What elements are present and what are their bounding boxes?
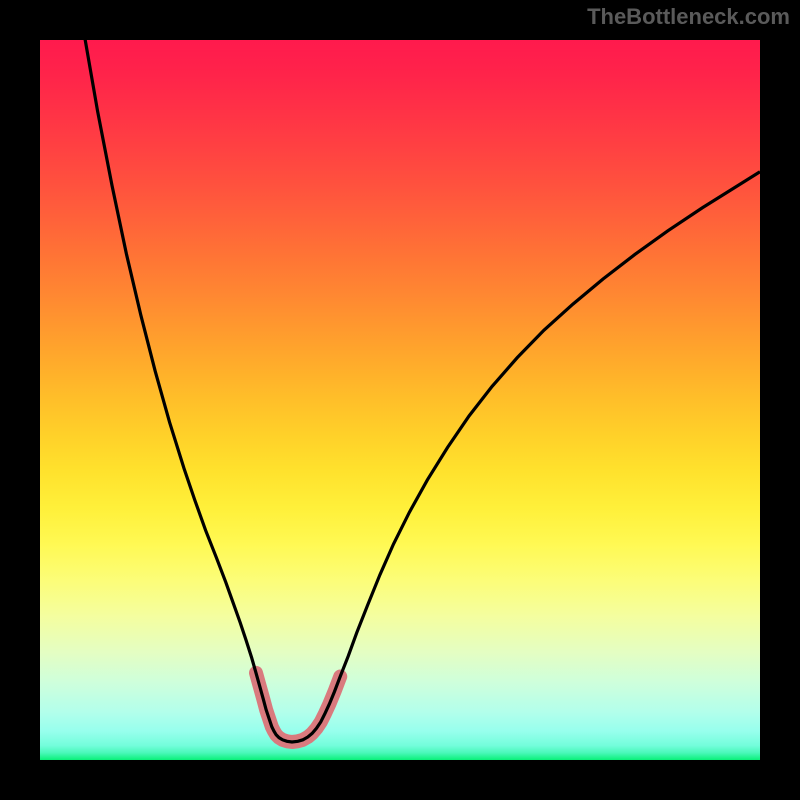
chart-container: TheBottleneck.com bbox=[0, 0, 800, 800]
chart-svg bbox=[0, 0, 800, 800]
watermark-text: TheBottleneck.com bbox=[587, 4, 790, 30]
plot-background bbox=[40, 40, 760, 760]
